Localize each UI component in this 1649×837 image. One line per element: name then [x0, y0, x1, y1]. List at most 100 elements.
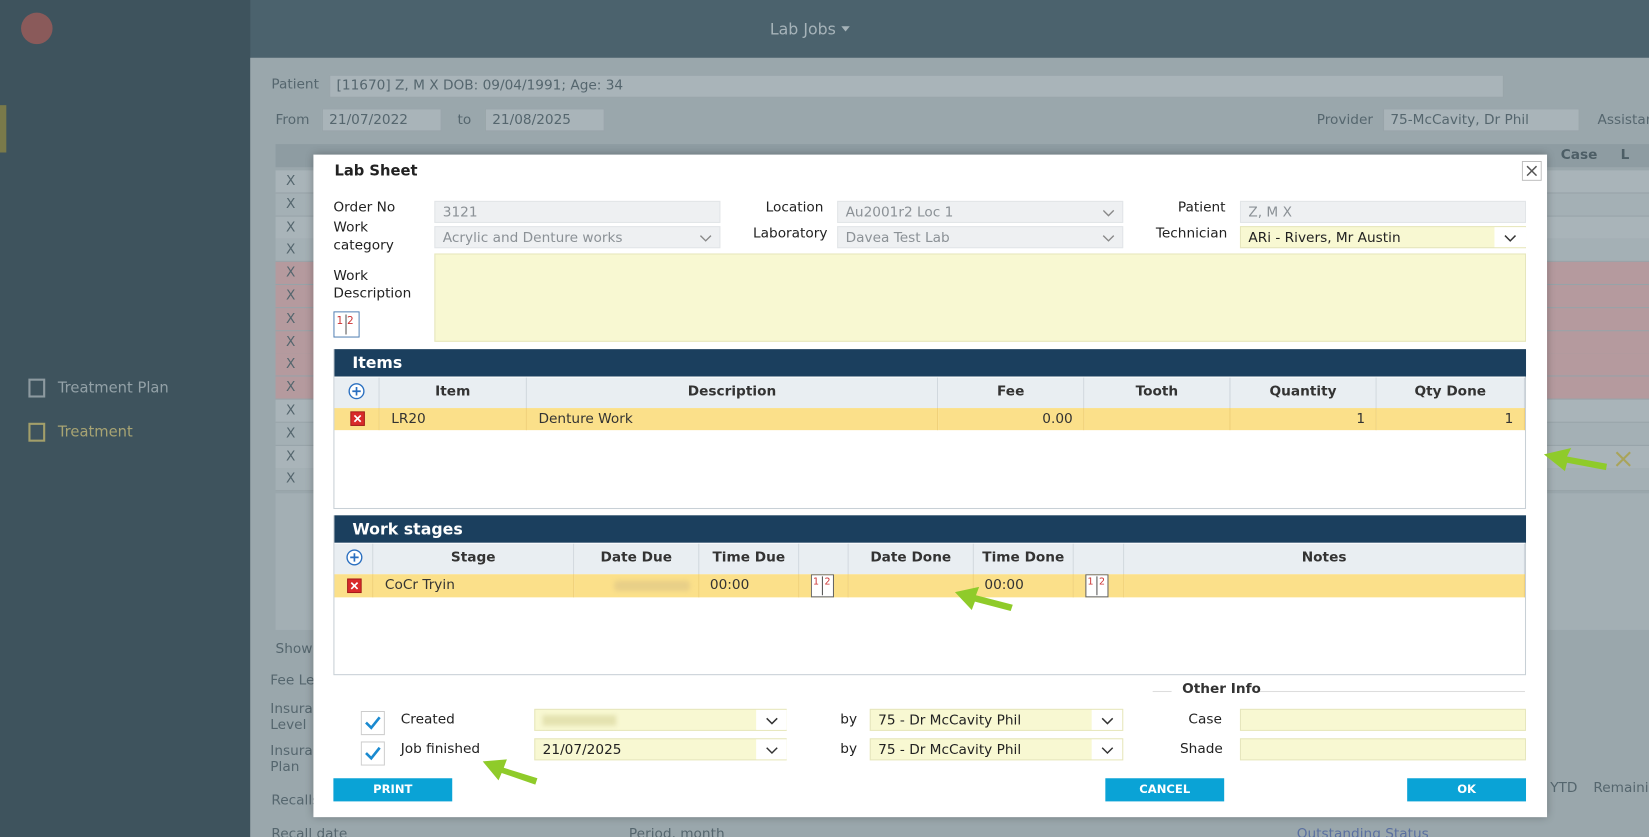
row-mark[interactable]: X	[286, 196, 296, 213]
sidebar-item[interactable]: Treatment Plan	[57, 379, 169, 397]
field-label: Work category	[333, 219, 394, 254]
work-description-textarea[interactable]	[434, 253, 1527, 342]
row-mark[interactable]: X	[286, 219, 296, 236]
row-mark[interactable]: X	[286, 311, 296, 327]
work-category-select[interactable]: Acrylic and Denture works	[434, 226, 721, 249]
sidebar-icon	[28, 378, 46, 398]
label: to	[457, 112, 472, 129]
row-mark[interactable]: X	[286, 448, 296, 465]
print-button[interactable]: PRINT	[333, 778, 453, 802]
row-mark[interactable]: X	[286, 173, 296, 190]
cell	[1084, 408, 1231, 431]
svg-text:1: 1	[337, 315, 344, 327]
field-label: Work Description	[333, 268, 412, 302]
finished-date-select[interactable]: 21/07/2025	[534, 738, 787, 761]
svg-text:1: 1	[1087, 577, 1093, 588]
cell: Denture Work	[526, 408, 939, 431]
add-item-button[interactable]	[348, 383, 365, 400]
shade-input[interactable]	[1239, 738, 1527, 761]
label: Recall date	[271, 826, 348, 837]
field-label: by	[840, 712, 858, 728]
field-label: Shade	[1180, 741, 1223, 758]
cancel-button[interactable]: CANCEL	[1105, 778, 1225, 802]
field-label: Technician	[1155, 226, 1228, 242]
technician-select[interactable]: ARi - Rivers, Mr Austin	[1239, 226, 1527, 249]
cell: 1	[1230, 408, 1377, 431]
date-box	[321, 108, 442, 132]
label: YTD	[1550, 780, 1578, 797]
row-mark[interactable]: X	[286, 379, 296, 396]
provider-box	[1382, 108, 1580, 132]
row-mark[interactable]: X	[286, 334, 296, 350]
row-mark[interactable]: X	[286, 265, 296, 282]
dialog-title: Lab Sheet	[334, 163, 418, 180]
column-header: Item	[379, 377, 527, 409]
link[interactable]: Outstanding Status	[1296, 826, 1429, 837]
stages-header: Work stages	[334, 515, 1527, 543]
label: Insuran Plan	[270, 743, 322, 776]
label: From	[275, 112, 310, 129]
items-header: Items	[334, 349, 1527, 377]
row-mark[interactable]: X	[286, 425, 296, 442]
checkboxes[interactable]	[360, 710, 385, 766]
column-header	[799, 543, 849, 575]
label: Remainin	[1593, 780, 1649, 797]
cell	[1124, 574, 1525, 598]
location-select[interactable]: Au2001r2 Loc 1	[837, 200, 1124, 223]
field-label: Laboratory	[753, 226, 828, 242]
created-by-select[interactable]: 75 - Dr McCavity Phil	[869, 708, 1124, 731]
add-stage-button[interactable]	[346, 549, 363, 566]
sidebar-item[interactable]: Treatment	[57, 423, 133, 441]
cell: LR20	[379, 408, 527, 431]
chevrons	[699, 227, 1527, 248]
case-input[interactable]	[1239, 708, 1527, 731]
row-mark[interactable]: X	[286, 288, 296, 304]
field-label: by	[840, 741, 858, 758]
column-header: Tooth	[1084, 377, 1231, 409]
field-label: Case	[1188, 712, 1222, 728]
column-header: Fee	[938, 377, 1085, 409]
cell: 00:00	[973, 574, 1074, 598]
column-header: Time Due	[699, 543, 800, 575]
delete-item-button[interactable]	[350, 411, 365, 426]
label: Fee Lev	[270, 673, 323, 689]
column-header: Date Done	[848, 543, 974, 575]
row-mark[interactable]: X	[286, 402, 296, 419]
label: Recalls	[271, 792, 320, 809]
field-label: Job finished	[400, 741, 481, 758]
laboratory-select[interactable]: Davea Test Lab	[837, 226, 1124, 249]
provider-value: 75-McCavity, Dr Phil	[1390, 112, 1529, 129]
blurred-date	[542, 715, 617, 726]
ok-button[interactable]: OK	[1407, 778, 1527, 802]
column-header: Date Due	[574, 543, 700, 575]
cell: 1	[1376, 408, 1525, 431]
column-header: Time Done	[973, 543, 1074, 575]
toolbar-menu[interactable]: Lab Jobs	[769, 19, 836, 39]
date-value: 21/07/2022	[329, 112, 408, 129]
combo-chevrons	[756, 709, 1123, 760]
label: Insuran Level	[270, 701, 322, 734]
column-header: L	[1620, 147, 1630, 164]
row-mark[interactable]: X	[286, 356, 296, 373]
finished-by-select[interactable]: 75 - Dr McCavity Phil	[869, 738, 1124, 761]
order-no-input[interactable]: 3121	[434, 200, 721, 223]
menu-caret	[841, 26, 850, 32]
row-mark[interactable]: X	[286, 242, 296, 259]
svg-text:2: 2	[1099, 577, 1105, 588]
field-label: Order No	[333, 199, 396, 216]
field-label: Patient	[1177, 199, 1226, 216]
cell	[848, 574, 974, 598]
label: Provider	[1316, 112, 1374, 129]
divider	[1152, 690, 1172, 693]
patient-input[interactable]: Z, M X	[1239, 200, 1527, 223]
section-title: Other Info	[1182, 681, 1261, 698]
row-mark[interactable]: X	[286, 471, 296, 488]
close-button[interactable]	[1521, 160, 1542, 181]
svg-text:1: 1	[813, 577, 819, 588]
cell: 0.00	[938, 408, 1085, 431]
delete-stage-button[interactable]	[347, 578, 362, 594]
